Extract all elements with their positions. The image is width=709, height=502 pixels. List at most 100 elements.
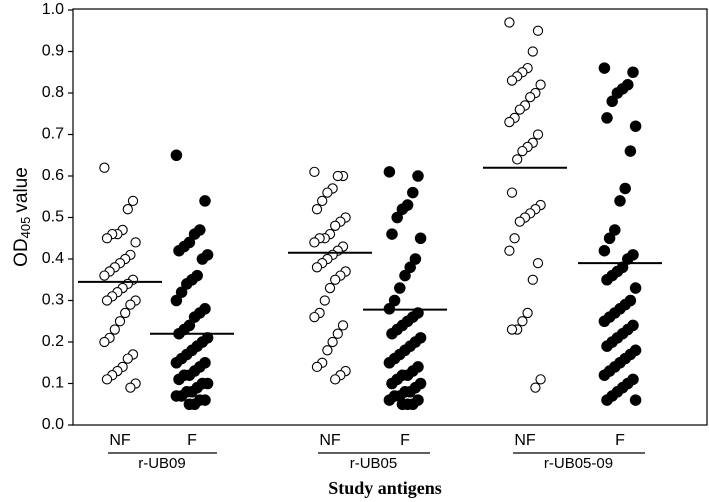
data-point <box>386 377 398 390</box>
data-point <box>196 253 209 265</box>
data-point <box>601 394 613 406</box>
data-point <box>386 228 398 240</box>
y-label-suffix: value <box>11 167 32 212</box>
data-point <box>199 195 211 207</box>
data-point <box>614 195 626 207</box>
data-point <box>330 220 341 231</box>
y-tick-label: 0.8 <box>42 84 64 101</box>
data-point <box>601 273 613 286</box>
data-point <box>383 356 396 369</box>
y-tick-label: 0.4 <box>42 250 64 267</box>
data-point <box>181 278 193 290</box>
y-tick-label: 0.2 <box>42 333 64 350</box>
data-point <box>504 17 515 28</box>
data-point <box>319 295 330 306</box>
y-tick-label: 0.1 <box>42 375 64 392</box>
data-point <box>332 170 343 182</box>
y-tick-label: 0.7 <box>42 126 64 143</box>
data-point <box>394 282 406 294</box>
data-point <box>512 154 523 165</box>
data-point <box>317 195 328 207</box>
data-point <box>130 237 141 248</box>
data-point <box>535 374 546 385</box>
data-point <box>527 274 538 285</box>
data-point <box>170 294 183 307</box>
data-point <box>327 336 338 348</box>
y-tick-label: 0.0 <box>42 416 64 433</box>
data-point <box>383 394 396 406</box>
data-point <box>624 145 637 157</box>
group-label: r-UB05-09 <box>544 455 613 472</box>
data-point <box>598 62 611 74</box>
data-point <box>101 233 113 244</box>
data-point <box>629 282 642 294</box>
data-point <box>309 166 320 177</box>
series-label: F <box>187 432 197 449</box>
data-point <box>506 187 518 198</box>
data-point <box>407 186 419 199</box>
y-label-sub: 405 <box>18 217 33 239</box>
data-point <box>324 282 336 294</box>
data-point <box>532 257 544 269</box>
data-point <box>504 116 515 128</box>
data-point <box>120 307 131 319</box>
data-point <box>311 262 323 273</box>
data-point <box>514 104 525 115</box>
data-point <box>109 324 120 335</box>
data-point <box>99 336 110 348</box>
data-point <box>127 195 139 207</box>
data-point <box>388 294 401 307</box>
data-point <box>391 211 403 224</box>
data-point <box>414 232 427 245</box>
data-point <box>337 320 349 331</box>
y-axis-label: OD405 value <box>11 167 33 267</box>
data-point <box>412 170 424 182</box>
data-point <box>532 25 544 36</box>
data-point <box>170 390 183 402</box>
series-label: NF <box>514 432 536 449</box>
data-point <box>99 162 110 173</box>
data-point <box>311 204 323 215</box>
data-point <box>509 233 520 244</box>
series-label: F <box>615 432 625 449</box>
data-point <box>122 353 133 364</box>
y-tick-label: 0.6 <box>42 167 64 184</box>
data-point <box>527 46 538 57</box>
y-tick-label: 0.9 <box>42 43 64 60</box>
data-point <box>311 361 323 373</box>
data-point <box>532 129 544 140</box>
data-point <box>506 75 518 86</box>
data-point <box>514 216 525 227</box>
data-point <box>386 327 398 340</box>
y-tick-label: 0.3 <box>42 292 64 309</box>
data-point <box>188 311 201 323</box>
data-point <box>170 149 183 162</box>
data-point <box>627 66 639 79</box>
data-point <box>322 345 333 356</box>
data-point <box>125 382 136 393</box>
data-point <box>530 382 541 393</box>
data-point <box>183 398 196 410</box>
data-point <box>619 182 631 195</box>
y-tick-label: 0.5 <box>42 209 64 226</box>
data-point <box>122 204 133 215</box>
data-point <box>517 316 528 327</box>
data-point <box>598 369 611 381</box>
data-point <box>322 187 333 198</box>
series-label: NF <box>319 432 341 449</box>
data-point <box>396 398 409 410</box>
data-point <box>609 224 621 236</box>
data-point <box>629 120 642 132</box>
data-point <box>409 253 422 265</box>
group-label: r-UB09 <box>138 455 186 472</box>
data-point <box>399 269 411 282</box>
data-point <box>504 245 515 256</box>
y-tick-label: 1.0 <box>42 1 64 18</box>
x-axis-label: Study antigens <box>328 478 442 498</box>
data-point <box>404 261 416 274</box>
data-point <box>598 315 611 327</box>
data-point <box>601 340 613 352</box>
data-point <box>188 228 201 240</box>
data-point <box>125 299 136 310</box>
